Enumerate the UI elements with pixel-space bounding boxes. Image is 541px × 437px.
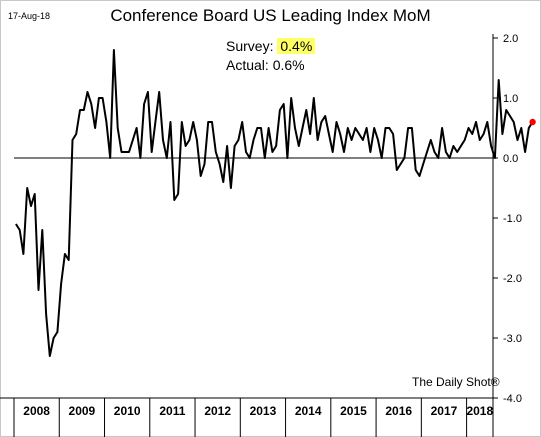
last-data-point xyxy=(529,118,536,126)
x-tick-label: 2016 xyxy=(385,404,412,418)
x-tick-label: 2010 xyxy=(114,404,141,418)
y-tick-label: -3.0 xyxy=(503,333,522,345)
y-tick-label: -2.0 xyxy=(503,273,522,285)
x-tick-label: 2018 xyxy=(466,404,493,418)
x-tick-label: 2008 xyxy=(23,404,50,418)
x-tick-label: 2014 xyxy=(295,404,322,418)
x-tick-label: 2017 xyxy=(431,404,458,418)
actual-annotation: Actual: 0.6% xyxy=(226,57,305,73)
y-tick-label: 1.0 xyxy=(503,93,518,105)
actual-value: 0.6% xyxy=(272,57,305,73)
actual-label: Actual: xyxy=(226,57,269,73)
survey-annotation: Survey: 0.4% xyxy=(226,38,316,54)
y-tick-label: 0.0 xyxy=(503,153,518,165)
y-tick-label: 2.0 xyxy=(503,33,518,45)
x-tick-label: 2012 xyxy=(204,404,231,418)
y-tick-label: -1.0 xyxy=(503,213,522,225)
x-tick-label: 2013 xyxy=(250,404,277,418)
x-tick-label: 2015 xyxy=(340,404,367,418)
x-tick-label: 2009 xyxy=(69,404,96,418)
survey-label: Survey: xyxy=(226,38,274,54)
chart-title: Conference Board US Leading Index MoM xyxy=(110,6,431,25)
date-label: 17-Aug-18 xyxy=(8,11,51,21)
series-line xyxy=(15,49,534,357)
source-credit: The Daily Shot® xyxy=(412,375,500,389)
y-tick-label: -4.0 xyxy=(503,393,522,405)
survey-value: 0.4% xyxy=(277,38,316,54)
x-tick-label: 2011 xyxy=(159,404,185,418)
